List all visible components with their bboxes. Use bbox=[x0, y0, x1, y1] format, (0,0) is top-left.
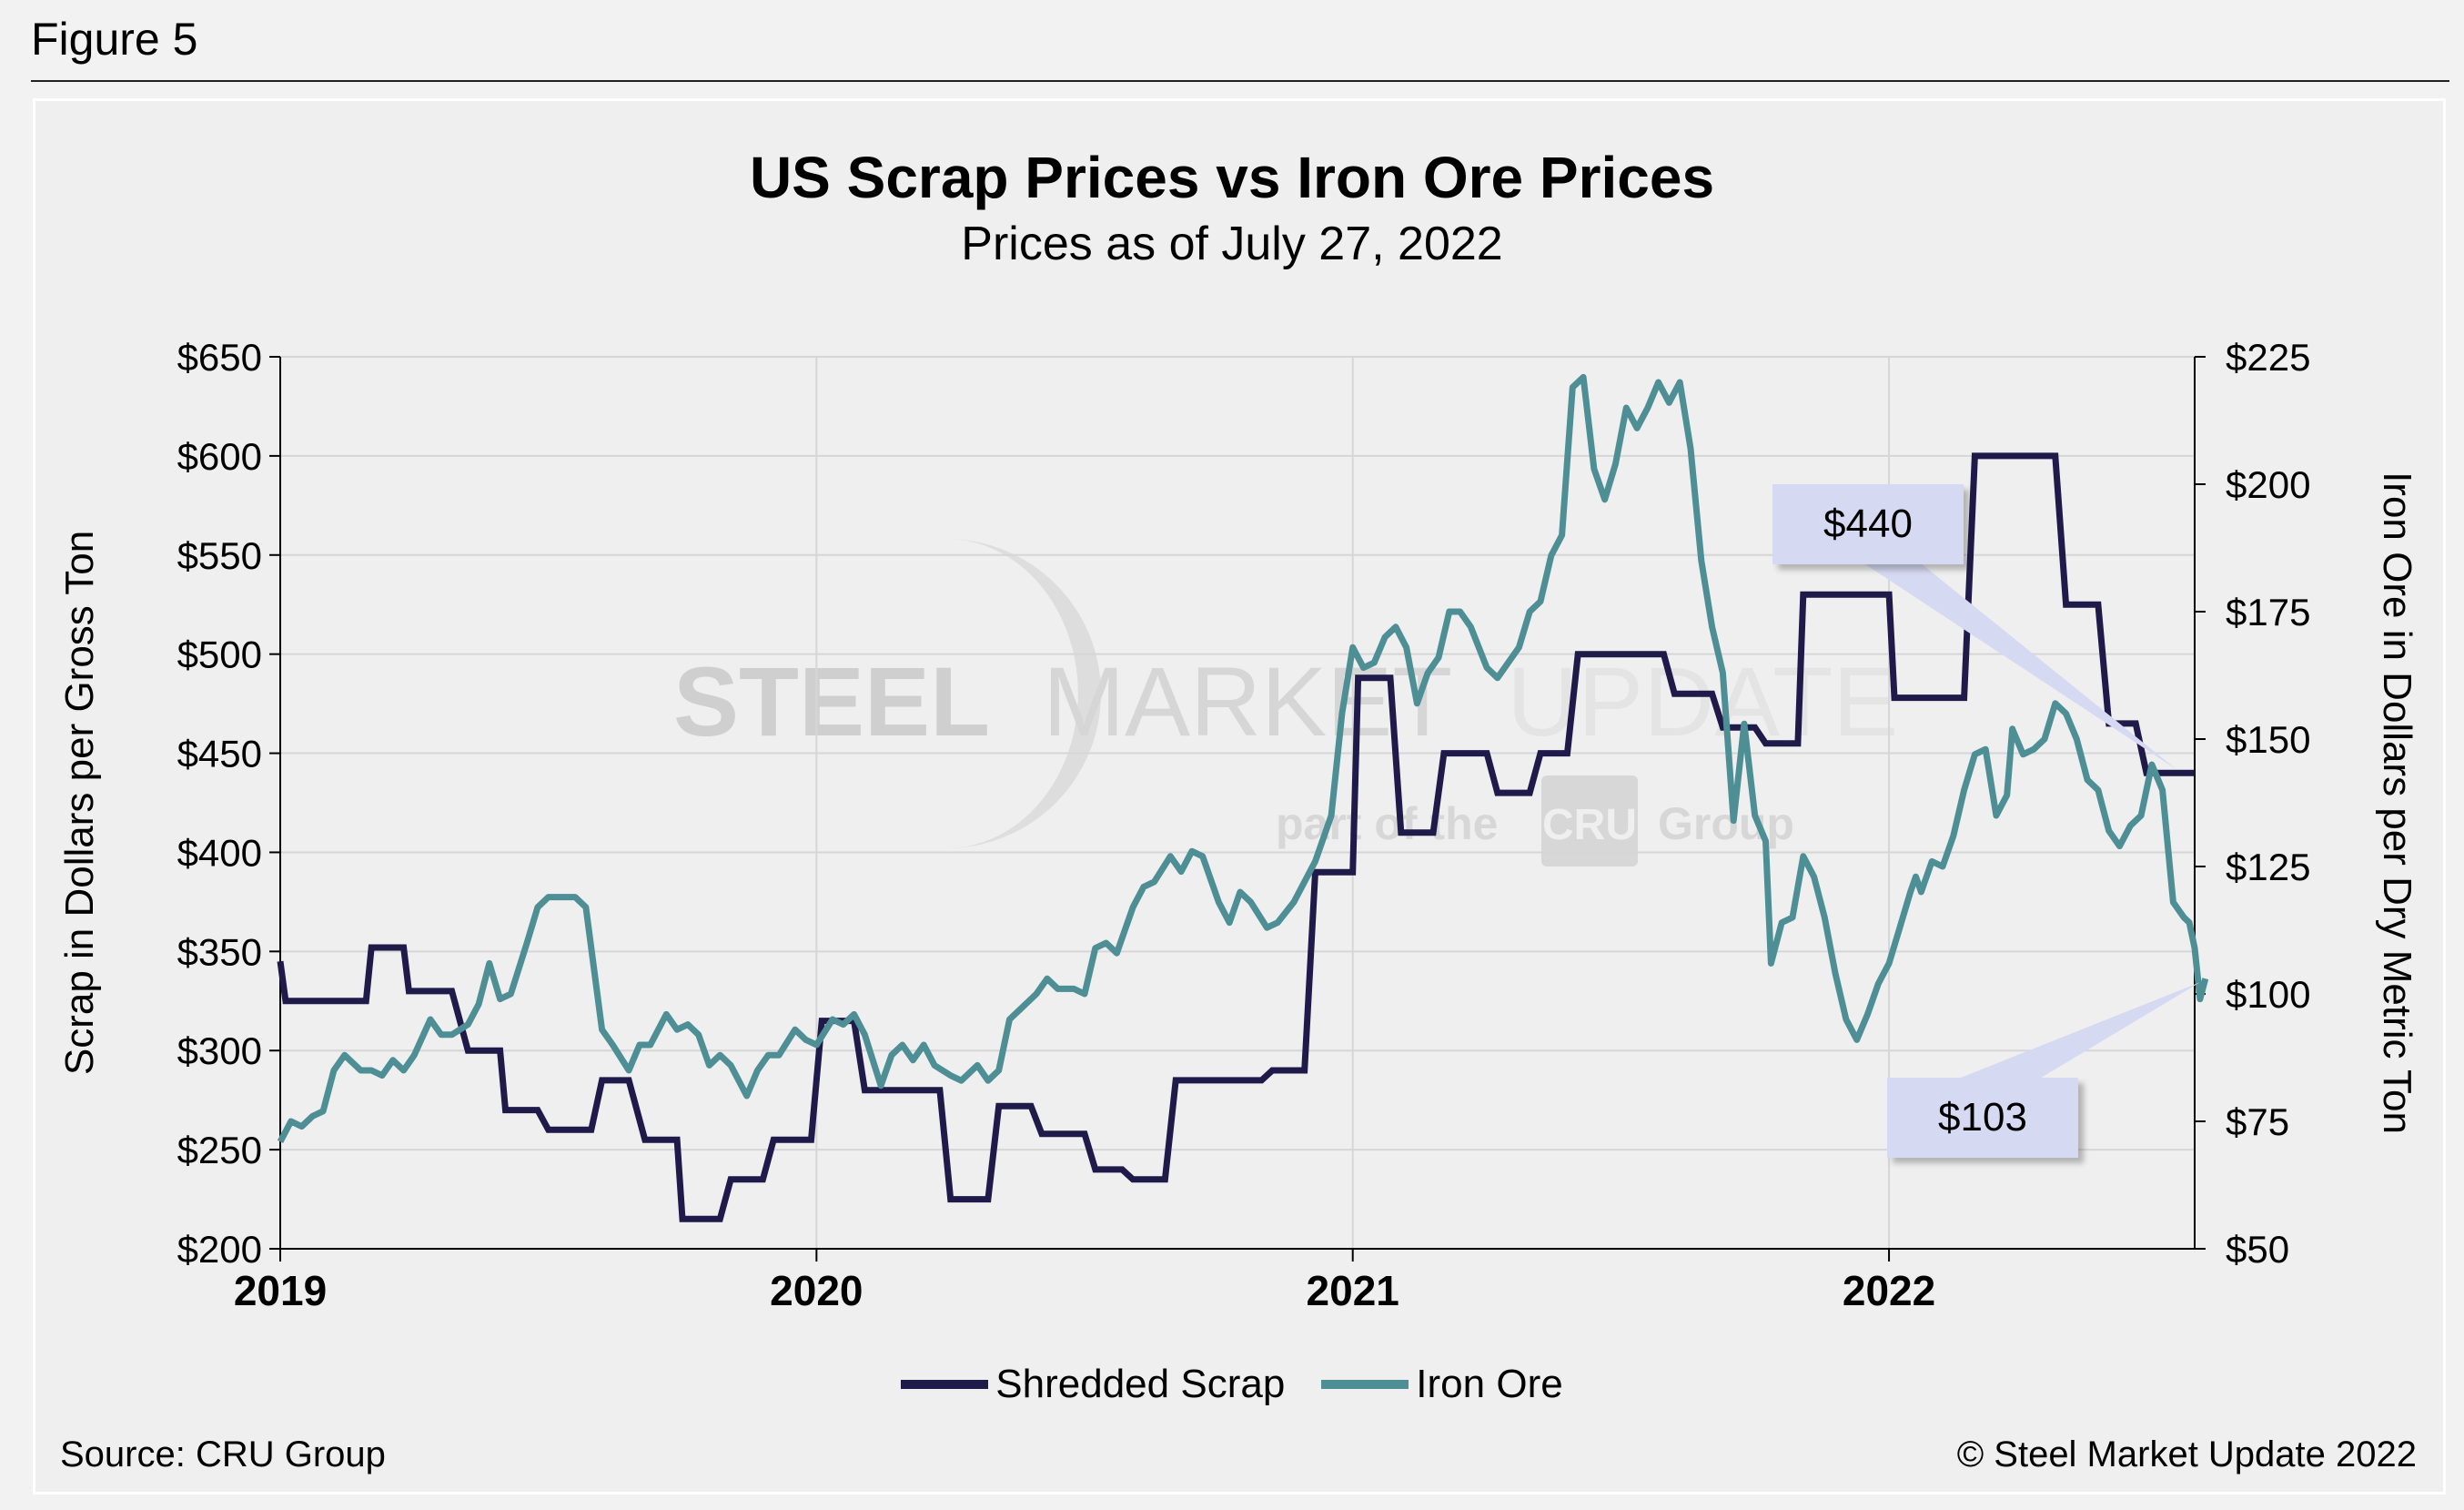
chart-panel bbox=[33, 98, 2446, 1495]
legend: Shredded Scrap Iron Ore bbox=[0, 1362, 2464, 1407]
axes: $200 $250 $300 $350 $400 $450 $500 $550 $600 $650… bbox=[57, 336, 2419, 1314]
watermark-cru-text: CRU bbox=[1542, 801, 1637, 849]
y-right-tick-label: $125 bbox=[2226, 846, 2310, 888]
x-tick-label: 2020 bbox=[770, 1267, 863, 1314]
watermark-brand-mid: MARKET bbox=[1043, 646, 1452, 756]
y-left-tick-label: $650 bbox=[177, 336, 262, 379]
watermark-cru-badge bbox=[1541, 775, 1638, 866]
series-line-shredded-scrap bbox=[277, 452, 2195, 1222]
y-left-tick-label: $300 bbox=[177, 1029, 262, 1072]
series-layer bbox=[277, 373, 2209, 1222]
y-left-tick-label: $350 bbox=[177, 930, 262, 973]
y-left-tick-label: $550 bbox=[177, 534, 262, 577]
ore-latest-callout: $103 bbox=[1887, 1078, 2078, 1158]
scrap-callout-pointer bbox=[1865, 555, 2176, 770]
x-tick-label: 2022 bbox=[1843, 1267, 1935, 1314]
watermark-tagline-pre: part of the bbox=[1276, 798, 1498, 849]
chart-subtitle: Prices as of July 27, 2022 bbox=[961, 218, 1503, 270]
y-right-tick-label: $100 bbox=[2226, 973, 2310, 1016]
scrap-latest-callout: $440 bbox=[1772, 484, 1964, 564]
y-right-tick-label: $175 bbox=[2226, 591, 2310, 633]
y-left-axis-title: Scrap in Dollars per Gross Ton bbox=[57, 531, 102, 1075]
copyright-note: © Steel Market Update 2022 bbox=[1956, 1434, 2417, 1475]
chart-title: US Scrap Prices vs Iron Ore Prices bbox=[749, 145, 1715, 210]
legend-label-ore: Iron Ore bbox=[1416, 1362, 1563, 1406]
series-line-iron-ore bbox=[277, 373, 2209, 1144]
watermark: STEEL MARKET UPDATE part of the CRU Grou… bbox=[673, 539, 1898, 866]
y-left-tick-label: $250 bbox=[177, 1129, 262, 1171]
legend-item-ore: Iron Ore bbox=[1321, 1362, 1563, 1407]
legend-label-scrap: Shredded Scrap bbox=[995, 1362, 1286, 1406]
y-left-tick-label: $600 bbox=[177, 435, 262, 478]
y-right-tick-label: $200 bbox=[2226, 463, 2310, 506]
y-right-tick-label: $50 bbox=[2226, 1228, 2289, 1271]
legend-item-scrap: Shredded Scrap bbox=[901, 1362, 1285, 1407]
watermark-brand: STEEL MARKET UPDATE bbox=[673, 646, 1898, 756]
y-left-tick-label: $200 bbox=[177, 1228, 262, 1271]
y-right-tick-label: $225 bbox=[2226, 336, 2310, 379]
y-right-tick-label: $75 bbox=[2226, 1100, 2289, 1143]
x-tick-label: 2019 bbox=[234, 1267, 327, 1314]
x-tick-label: 2021 bbox=[1307, 1267, 1399, 1314]
watermark-brand-left: STEEL bbox=[673, 646, 988, 756]
watermark-crescent bbox=[946, 539, 1101, 848]
figure-divider bbox=[31, 80, 2449, 82]
y-left-tick-label: $450 bbox=[177, 733, 262, 775]
ore-callout-pointer bbox=[1956, 982, 2200, 1079]
y-left-tick-label: $500 bbox=[177, 633, 262, 676]
y-right-tick-label: $150 bbox=[2226, 718, 2310, 761]
watermark-tagline-post: Group bbox=[1658, 798, 1794, 849]
y-left-tick-label: $400 bbox=[177, 831, 262, 874]
legend-swatch-scrap bbox=[901, 1380, 989, 1389]
figure-label: Figure 5 bbox=[31, 14, 198, 65]
source-note: Source: CRU Group bbox=[60, 1434, 386, 1475]
legend-swatch-ore bbox=[1321, 1380, 1409, 1389]
y-right-axis-title: Iron Ore in Dollars per Dry Metric Ton bbox=[2375, 471, 2419, 1134]
callout-pointers bbox=[1865, 555, 2200, 1079]
